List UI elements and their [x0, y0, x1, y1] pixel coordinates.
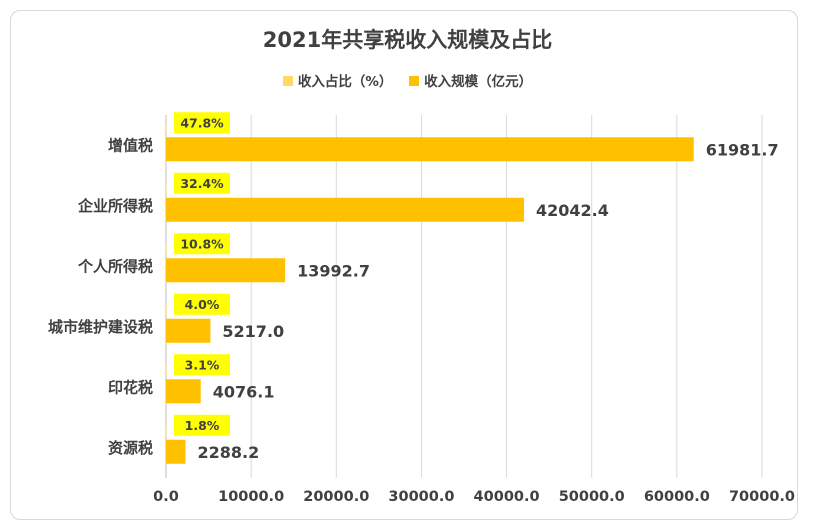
legend-item-share: 收入占比（%）	[282, 70, 393, 90]
revenue-bar	[166, 258, 286, 283]
share-label-background	[174, 354, 230, 376]
share-bar	[166, 244, 167, 255]
revenue-value-label: 2288.2	[197, 443, 259, 462]
share-value-label: 32.4%	[180, 176, 224, 191]
chart-title: 2021年共享税收入规模及占比	[262, 28, 553, 52]
category-label: 增值税	[108, 136, 153, 154]
chart-frame	[10, 10, 798, 520]
revenue-bar	[166, 137, 694, 162]
share-value-label: 4.0%	[185, 297, 220, 312]
x-tick-label: 0.0	[153, 489, 179, 505]
chart-legend: 收入占比（%） 收入规模（亿元）	[0, 70, 815, 90]
revenue-value-label: 42042.4	[536, 201, 609, 220]
x-tick-label: 20000.0	[303, 489, 369, 505]
revenue-bar	[166, 439, 186, 464]
share-label-background	[174, 112, 230, 134]
share-label-background	[174, 233, 230, 255]
revenue-bar	[166, 379, 201, 404]
revenue-value-label: 61981.7	[706, 140, 779, 159]
category-label: 资源税	[108, 439, 153, 457]
revenue-value-label: 5217.0	[222, 322, 284, 341]
x-tick-label: 60000.0	[644, 489, 710, 505]
share-label-background	[174, 414, 230, 436]
share-bar	[166, 183, 167, 194]
x-tick-label: 30000.0	[388, 489, 454, 505]
x-tick-label: 50000.0	[559, 489, 625, 505]
revenue-value-label: 4076.1	[213, 382, 275, 401]
revenue-bar	[166, 318, 211, 343]
legend-item-revenue: 收入规模（亿元）	[409, 70, 532, 90]
revenue-bar	[166, 197, 524, 222]
x-tick-label: 70000.0	[729, 489, 795, 505]
x-tick-label: 40000.0	[474, 489, 540, 505]
share-value-label: 10.8%	[180, 236, 224, 251]
share-value-label: 1.8%	[185, 418, 220, 433]
share-bar	[166, 123, 167, 134]
share-bar	[166, 304, 167, 315]
legend-swatch-revenue	[409, 76, 420, 86]
share-bar	[166, 425, 167, 436]
category-label: 个人所得税	[77, 257, 153, 275]
share-bar	[166, 365, 167, 376]
share-label-background	[174, 293, 230, 315]
category-label: 城市维护建设税	[48, 318, 153, 336]
share-value-label: 3.1%	[185, 357, 220, 372]
x-tick-label: 10000.0	[218, 489, 284, 505]
category-label: 印花税	[108, 378, 153, 396]
share-value-label: 47.8%	[180, 115, 224, 130]
category-label: 企业所得税	[77, 197, 153, 215]
legend-label-revenue: 收入规模（亿元）	[424, 74, 533, 90]
legend-label-share: 收入占比（%）	[297, 74, 393, 90]
legend-swatch-share	[282, 76, 293, 86]
share-label-background	[174, 172, 230, 194]
revenue-value-label: 13992.7	[297, 261, 370, 280]
